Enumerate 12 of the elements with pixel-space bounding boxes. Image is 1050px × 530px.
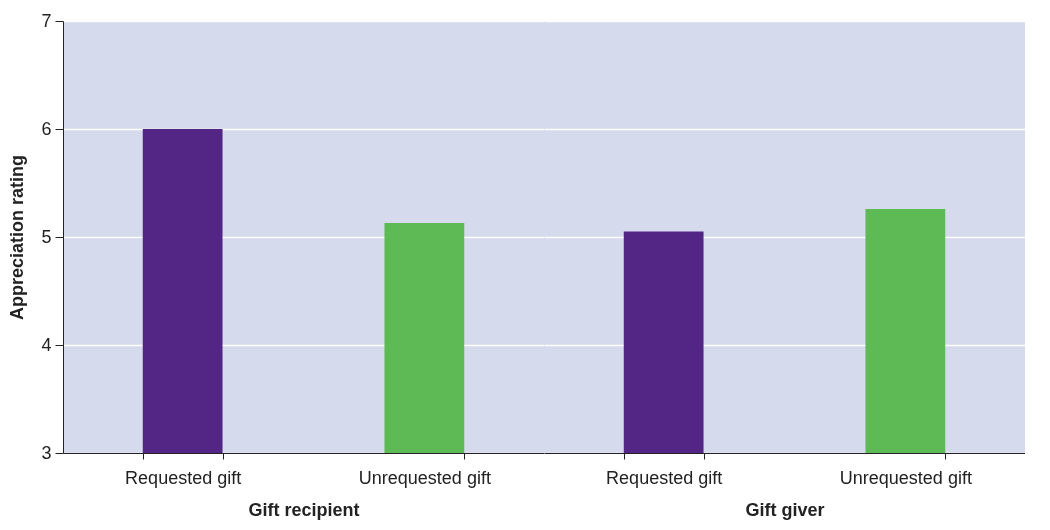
x-tick-label: Unrequested gift [358,467,491,488]
x-tick-label: Requested gift [125,467,242,488]
y-tick-label: 5 [41,226,52,247]
y-axis-title: Appreciation rating [7,154,28,321]
y-tick-label: 3 [41,442,52,463]
x-tick-label: Requested gift [606,467,723,488]
x-axis-title: Gift recipient [248,499,360,520]
y-tick-label: 6 [41,118,52,139]
x-axis-title: Gift giver [745,499,825,520]
x-tick-label: Unrequested gift [839,467,972,488]
y-tick-label: 4 [41,334,52,355]
y-tick-label: 7 [41,10,52,31]
